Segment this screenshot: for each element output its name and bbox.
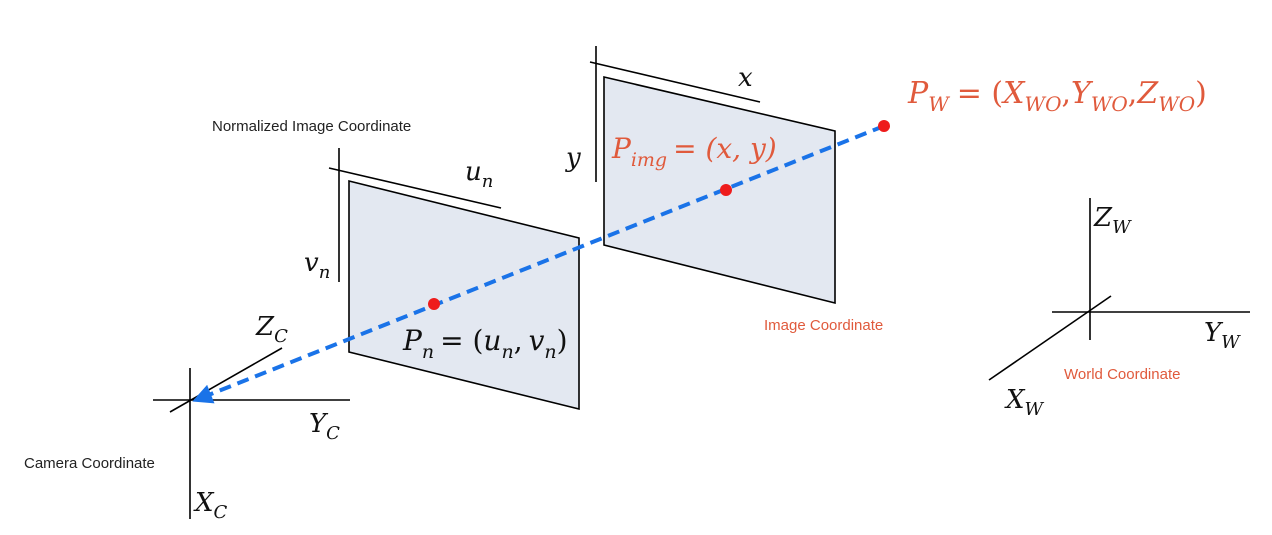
world-point-symbol: P [907,76,929,111]
image-plane-y-label: y [565,143,581,173]
camera-z-axis-line [169,347,283,413]
image-coordinate-label: Image Coordinate [764,317,883,334]
world-point-x-subsub: O [1045,92,1061,116]
world-z-subscript: W [1112,217,1132,238]
world-point-z-subsub: O [1179,92,1195,116]
camera-y-symbol: Y [309,409,329,439]
u-axis-symbol: u [465,157,482,187]
world-y-symbol: Y [1204,318,1224,348]
world-x-subscript: W [1025,399,1045,420]
world-y-label: YW [1204,318,1241,353]
normalized-point-symbol: P [402,324,423,357]
normalized-point-subscript: n [422,341,434,363]
camera-coordinate-label: Camera Coordinate [24,455,155,472]
image-point-subscript: img [631,149,667,171]
normalized-plane-u-label: un [465,157,493,192]
world-point-z: Z [1136,76,1159,111]
normalized-plane-v-label: vn [304,248,330,283]
camera-axes-group: ZC YC XC Camera Coordinate [24,312,350,523]
image-plane-x-axis-line [589,61,761,103]
world-point-y-subsub: O [1111,92,1127,116]
normalized-point-u: u [483,324,501,357]
image-point-symbol: P [611,132,632,165]
normalized-image-plane [348,179,580,411]
image-point-marker [720,184,732,196]
world-point-label: PW = (XWO,YWO,ZWO) [907,76,1207,116]
world-y-subscript: W [1221,332,1241,353]
v-axis-symbol: v [304,248,319,278]
world-z-symbol: Z [1093,203,1113,233]
world-coordinate-label: World Coordinate [1064,366,1180,383]
normalized-point-comma: , [514,324,523,357]
normalized-point-marker [428,298,440,310]
world-point-marker [878,120,890,132]
normalized-point-close: ) [557,324,568,357]
camera-x-symbol: X [193,488,215,518]
world-x-axis-line [988,295,1112,381]
normalized-point-equals: = ( [440,324,483,357]
world-axes-group: ZW YW XW World Coordinate [988,198,1250,420]
camera-z-symbol: Z [255,312,275,342]
world-x-label: XW [1004,385,1045,420]
normalized-point-u-subscript: n [501,341,513,363]
projection-ray [192,124,885,404]
world-point-y: Y [1071,76,1094,111]
world-point-close: ) [1195,76,1207,111]
normalized-image-coordinate-label: Normalized Image Coordinate [212,118,411,135]
camera-z-label: ZC [255,312,288,347]
world-point-comma-2: , [1128,76,1138,111]
normalized-point-v-subscript: n [544,341,556,363]
image-plane-x-label: x [738,63,753,93]
v-axis-subscript: n [319,262,331,283]
world-point-x: X [1001,76,1026,111]
camera-x-subscript: C [214,502,228,523]
camera-y-label: YC [309,409,340,444]
image-point-value: = (x, y) [673,132,777,165]
world-point-x-sub: W [1025,92,1047,116]
camera-x-label: XC [193,488,228,523]
image-point-label: Pimg = (x, y) [611,132,777,171]
world-z-label: ZW [1093,203,1132,238]
world-x-symbol: X [1004,385,1026,415]
camera-y-subscript: C [326,423,340,444]
normalized-plane-u-axis-line [328,167,502,209]
world-point-y-sub: W [1091,92,1113,116]
world-point-equals: = ( [957,76,1003,111]
world-point-comma-1: , [1061,76,1071,111]
u-axis-subscript: n [482,171,494,192]
normalized-plane-group: un vn Pn = (un, vn) Normalized Image Coord… [212,118,580,411]
world-point-z-sub: W [1158,92,1180,116]
world-point-subscript: W [928,92,950,116]
camera-z-subscript: C [274,326,288,347]
normalized-point-label: Pn = (un, vn) [402,324,568,363]
normalized-point-v: v [529,324,545,357]
